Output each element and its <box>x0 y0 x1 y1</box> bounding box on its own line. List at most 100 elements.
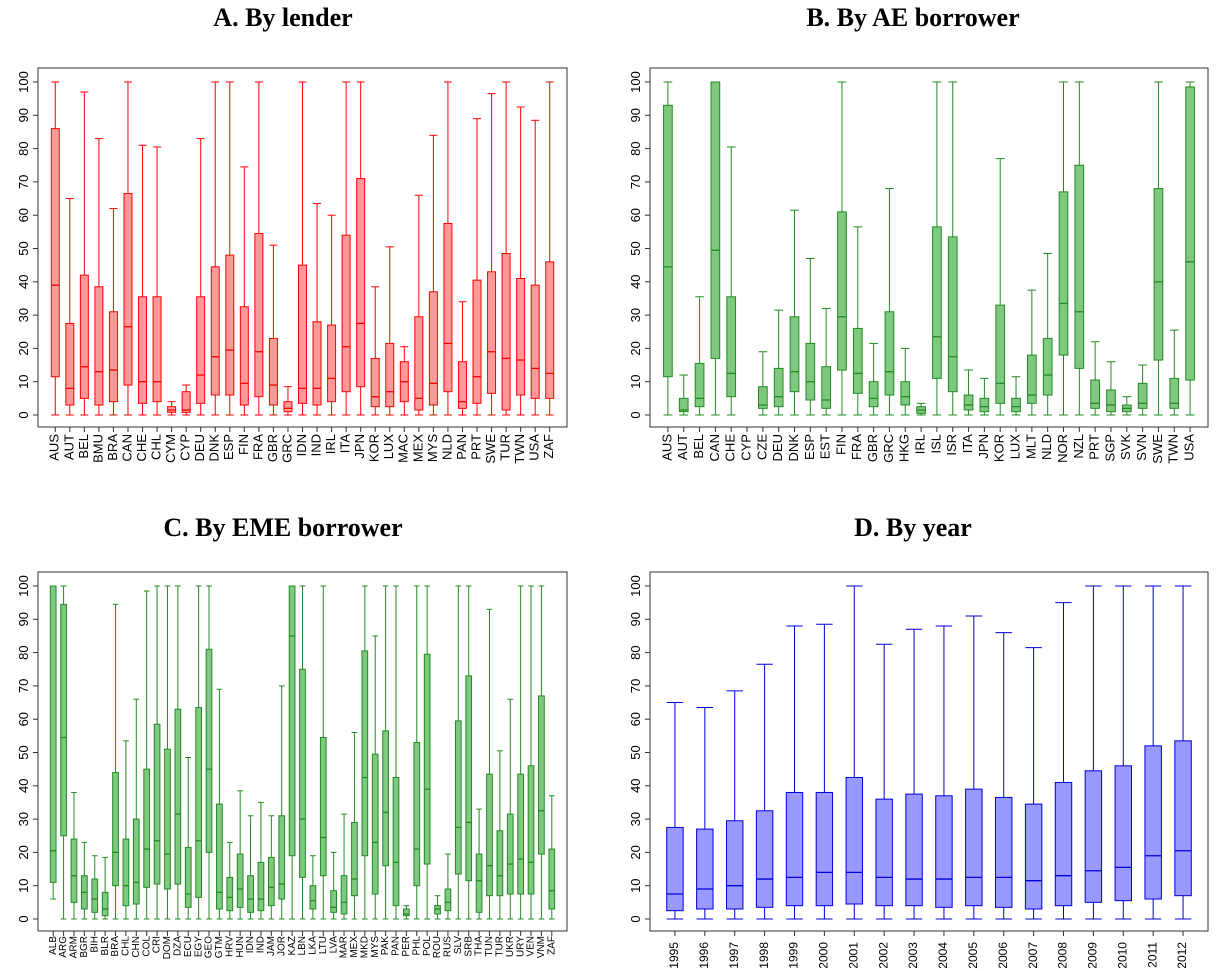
y-tick-label: 60 <box>16 712 31 726</box>
y-tick-label: 90 <box>16 108 31 122</box>
box-1999 <box>785 625 804 920</box>
x-tick-label: EST <box>818 434 833 459</box>
x-tick-label: CHL <box>121 936 132 956</box>
iqr-box <box>196 296 206 404</box>
x-tick-label: MYS <box>425 434 440 463</box>
y-tick-label: 0 <box>628 915 643 922</box>
x-tick-label: 2003 <box>906 942 920 969</box>
box-mlt <box>1027 289 1037 416</box>
x-tick-label: PAK <box>380 936 391 956</box>
y-tick-label: 0 <box>16 915 31 922</box>
iqr-box <box>210 266 220 396</box>
x-tick-label: ROU <box>432 936 443 958</box>
x-tick-label: BRA <box>105 434 120 461</box>
box-col <box>143 590 151 920</box>
iqr-box <box>1144 745 1162 900</box>
iqr-box <box>428 291 438 406</box>
x-tick-label: ESP <box>802 434 817 460</box>
box-twn <box>516 106 526 416</box>
box-jpn <box>979 377 990 416</box>
x-tick-label: LUX <box>381 434 396 460</box>
y-tick-label: 40 <box>16 779 31 793</box>
x-tick-label: JAM <box>266 936 277 956</box>
box-2007 <box>1024 647 1043 920</box>
box-ukr <box>506 698 514 920</box>
iqr-box <box>868 381 879 408</box>
y-tick-label: 10 <box>628 878 643 892</box>
iqr-box <box>1024 803 1043 910</box>
x-tick-label: JOR <box>276 936 287 956</box>
iqr-box <box>1058 191 1069 356</box>
iqr-box <box>356 178 366 388</box>
box-esp <box>805 257 816 416</box>
box-bra <box>112 603 119 920</box>
iqr-box <box>1027 354 1037 404</box>
iqr-box <box>1084 770 1103 903</box>
iqr-box <box>392 776 400 907</box>
panel-d-title: D. By year <box>854 513 972 542</box>
x-tick-label: MYS <box>370 936 381 958</box>
x-tick-label: KOR <box>367 434 382 462</box>
y-tick-label: 30 <box>628 812 643 826</box>
x-tick-label: MKD <box>359 936 370 958</box>
box-can <box>123 81 133 416</box>
y-tick-label: 50 <box>16 745 31 759</box>
box-2001 <box>845 585 863 920</box>
x-tick-label: 1998 <box>757 942 771 969</box>
iqr-box <box>195 707 202 898</box>
box-gbr <box>868 342 879 416</box>
panel-c: 0 10 20 30 40 50 60 70 80 90 100 ALB ARG ARM BGR BIH BLR… <box>16 571 568 959</box>
iqr-box <box>516 277 526 396</box>
iqr-box <box>457 361 467 409</box>
box-sgp <box>1106 361 1116 416</box>
iqr-box <box>845 776 863 905</box>
box-cyp <box>181 384 191 416</box>
x-tick-label: HRV <box>224 936 235 957</box>
y-tick-label: 70 <box>628 679 643 693</box>
iqr-box <box>108 311 118 403</box>
iqr-box <box>538 695 545 855</box>
y-tick-label: 60 <box>628 208 643 222</box>
box-grc <box>884 188 895 416</box>
box-ecu <box>184 756 192 920</box>
iqr-box <box>298 264 307 404</box>
iqr-box <box>327 324 337 403</box>
box-zaf <box>545 81 555 416</box>
iqr-box <box>443 223 453 393</box>
iqr-box <box>935 795 953 908</box>
box-jpn <box>356 81 366 416</box>
iqr-box <box>91 878 99 913</box>
box-cri <box>153 585 161 920</box>
plot-frame <box>649 67 1209 428</box>
x-tick-label: NLD <box>439 434 454 460</box>
box-nld <box>1042 252 1053 416</box>
x-tick-label: HUN <box>235 936 246 958</box>
box-pan <box>457 301 467 416</box>
x-tick-label: PRT <box>468 434 483 460</box>
box-isr <box>947 81 958 416</box>
x-tick-label: PAN <box>454 434 469 460</box>
box-est <box>821 307 831 416</box>
iqr-box <box>905 793 923 907</box>
iqr-box <box>216 803 223 910</box>
iqr-box <box>254 233 264 398</box>
x-tick-label: THA <box>474 936 485 956</box>
y-tick-label: 80 <box>628 645 643 659</box>
iqr-box <box>239 306 249 406</box>
iqr-box <box>1114 765 1132 902</box>
box-blr <box>101 856 109 920</box>
iqr-box <box>371 753 379 895</box>
iqr-box <box>123 193 133 386</box>
iqr-box <box>475 853 483 913</box>
box-ven <box>527 585 535 920</box>
box-cze <box>758 351 768 416</box>
x-tick-label: 2008 <box>1056 942 1070 969</box>
box-fin <box>837 81 847 416</box>
iqr-box <box>875 798 893 907</box>
box-pan <box>392 585 400 920</box>
box-bgr <box>81 841 88 920</box>
box-idn <box>247 815 254 920</box>
x-tick-label: 2004 <box>936 942 950 969</box>
x-tick-label: RUS <box>443 936 454 957</box>
x-tick-label: VNM <box>536 936 547 958</box>
